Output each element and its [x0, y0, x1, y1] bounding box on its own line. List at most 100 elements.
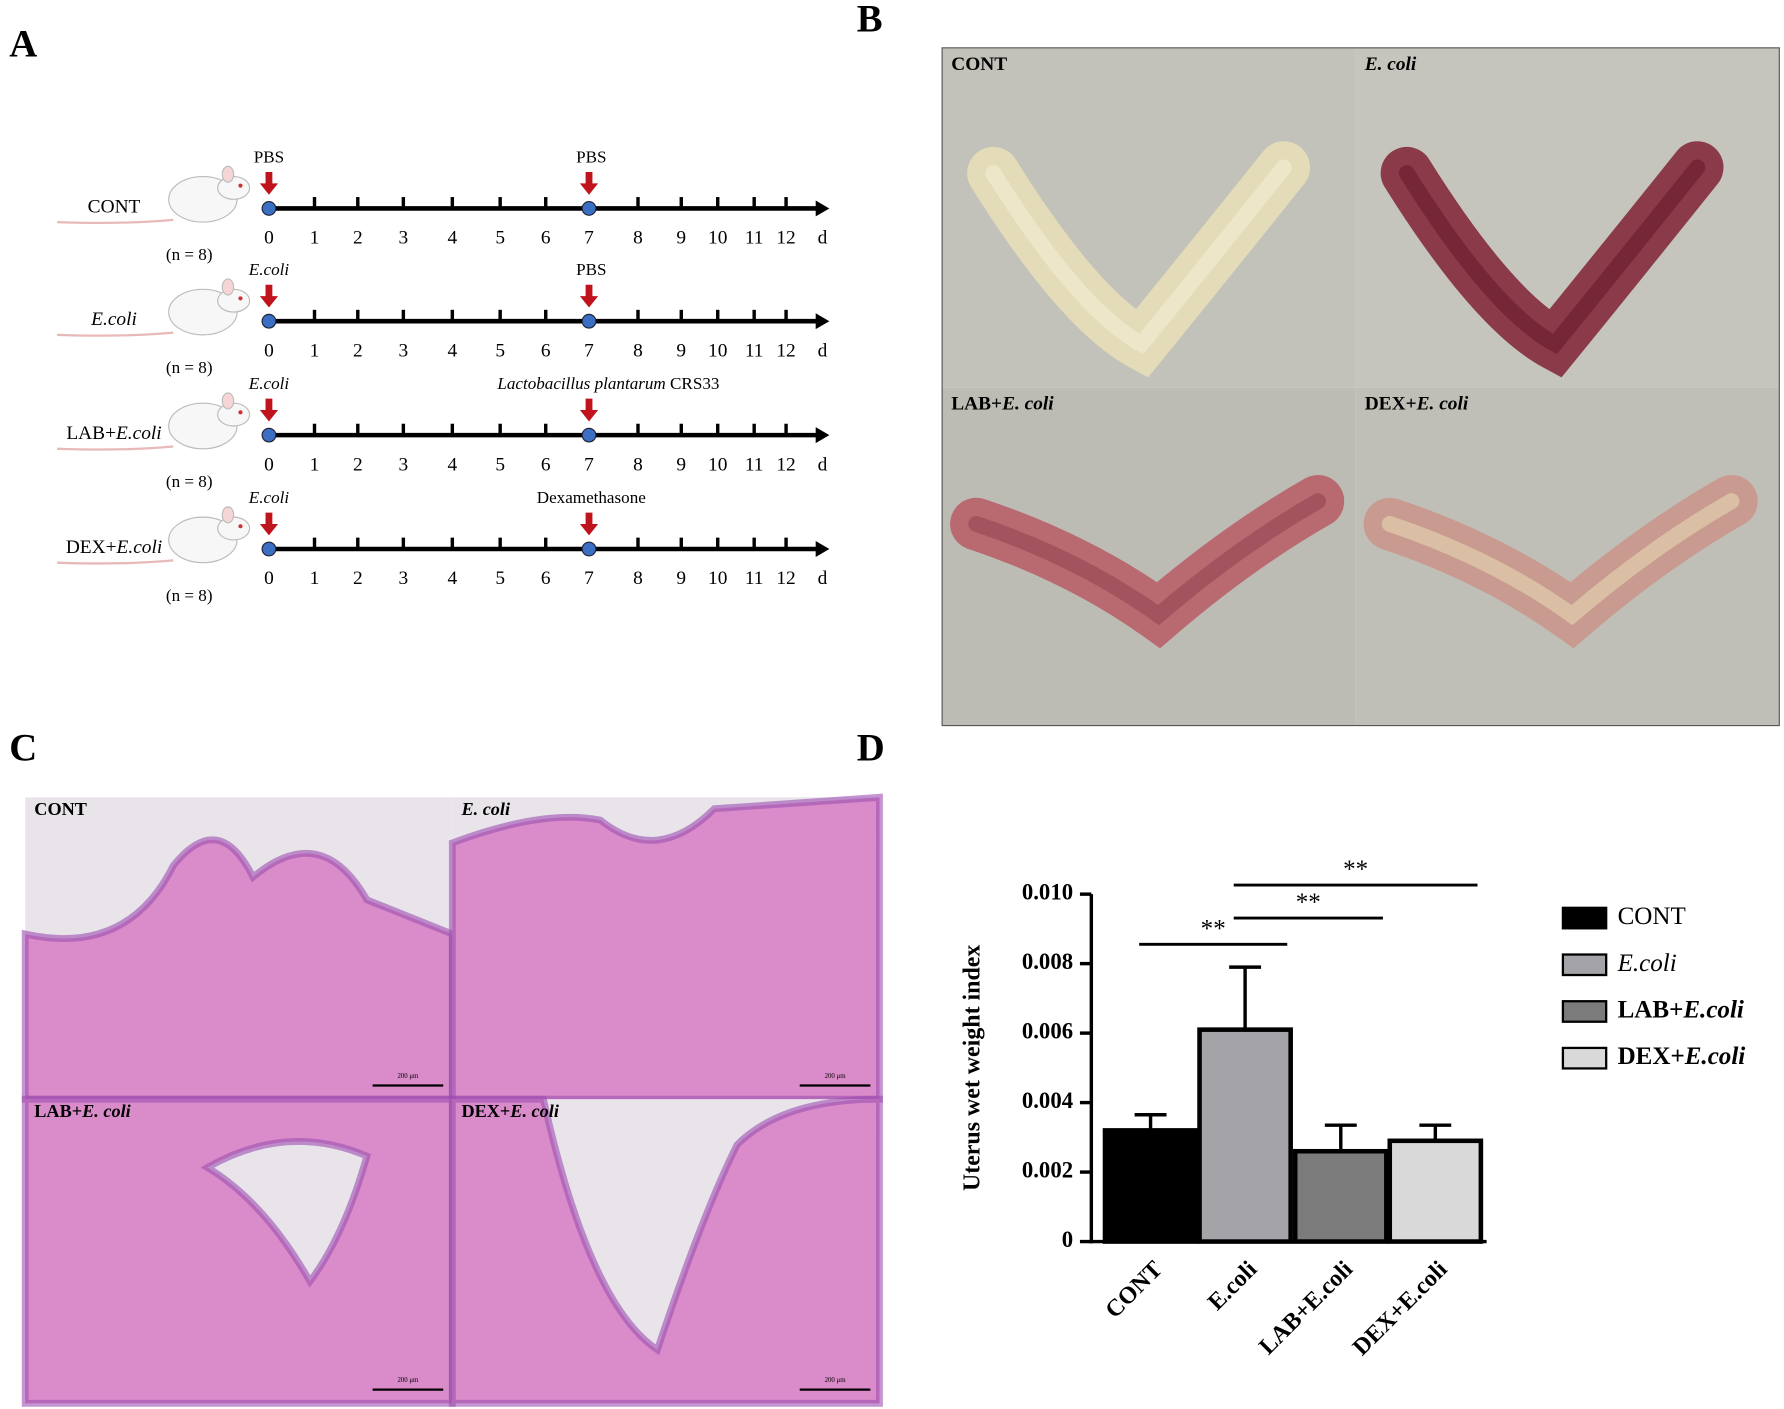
- photo-label: DEX+E. coli: [461, 1101, 558, 1121]
- panel-letter: A: [9, 23, 37, 66]
- day-label: 3: [399, 340, 409, 361]
- day-label: 8: [633, 228, 643, 249]
- timeline-arrow: [815, 200, 830, 217]
- day-unit: d: [818, 454, 828, 475]
- x-tick-label: E.coli: [1203, 1256, 1262, 1315]
- y-tick-label: 0.004: [1022, 1088, 1073, 1113]
- day-label: 0: [264, 340, 274, 361]
- day0-treatment: PBS: [254, 147, 284, 166]
- mouse-tail: [57, 445, 174, 451]
- text: PBS: [576, 260, 606, 279]
- mouse-tail: [57, 331, 174, 337]
- group-label: DEX+E.coli: [66, 537, 162, 558]
- photo-label: CONT: [34, 799, 87, 819]
- uterus-highlight: [1381, 493, 1740, 626]
- day-label: 0: [264, 228, 274, 249]
- day-label: 12: [776, 228, 795, 249]
- significance-label: **: [1201, 915, 1226, 942]
- day-unit: d: [818, 228, 828, 249]
- legend-swatch: [1561, 953, 1608, 977]
- text: DEX+: [461, 1101, 510, 1121]
- day-label: 11: [745, 228, 764, 249]
- mouse-ear: [221, 278, 235, 296]
- italic-text: E.coli: [248, 374, 290, 393]
- day-label: 10: [708, 228, 727, 249]
- text: CONT: [88, 197, 141, 218]
- day7-treatment: PBS: [576, 260, 606, 279]
- day-label: 12: [776, 454, 795, 475]
- day-label: 10: [708, 340, 727, 361]
- group-label: CONT: [88, 197, 141, 218]
- day7-treatment: Lactobacillus plantarum CRS33: [496, 374, 719, 393]
- italic-text: E.coli: [248, 260, 290, 279]
- day-label: 11: [745, 340, 764, 361]
- day-label: 0: [264, 568, 274, 589]
- day0-treatment: E.coli: [248, 488, 290, 507]
- day-label: 9: [676, 228, 686, 249]
- italic-text: E. coli: [1001, 394, 1054, 415]
- y-axis-label: Uterus wet weight index: [959, 945, 985, 1191]
- group-n: (n = 8): [166, 245, 213, 264]
- mouse-tail: [57, 559, 174, 565]
- text: DEX+: [66, 537, 117, 558]
- histology-stain: [448, 1095, 883, 1407]
- photo-frame: [941, 47, 1780, 727]
- group-label: E.coli: [90, 310, 137, 331]
- mouse-ear: [221, 392, 235, 410]
- dose-dot: [581, 541, 597, 557]
- dose-dot: [581, 201, 597, 216]
- day-label: 12: [776, 568, 795, 589]
- day-label: 5: [495, 228, 505, 249]
- day-label: 8: [633, 454, 643, 475]
- bar: [1292, 1148, 1389, 1244]
- day-label: 2: [353, 228, 363, 249]
- day-label: 1: [310, 228, 320, 249]
- mouse-eye: [238, 183, 243, 188]
- uterus-highlight: [968, 493, 1326, 626]
- italic-text: E. coli: [509, 1101, 559, 1121]
- significance-label: **: [1343, 856, 1368, 883]
- text: LAB+: [66, 424, 116, 445]
- day-label: 10: [708, 568, 727, 589]
- text: Dexamethasone: [537, 488, 646, 507]
- red-arrow: [259, 512, 279, 536]
- scale-bar-label: 200 μm: [825, 1073, 847, 1080]
- day-label: 1: [310, 568, 320, 589]
- legend-label: DEX+E.coli: [1618, 1043, 1746, 1070]
- text: DEX+: [1365, 394, 1417, 415]
- day7-treatment: PBS: [576, 147, 606, 166]
- day-label: 2: [353, 568, 363, 589]
- day-label: 11: [745, 454, 764, 475]
- y-tick-label: 0.008: [1022, 949, 1073, 974]
- italic-text: E. coli: [1416, 394, 1469, 415]
- day-label: 12: [776, 340, 795, 361]
- mouse-ear: [221, 165, 235, 183]
- italic-text: E. coli: [460, 799, 510, 819]
- dose-dot: [261, 541, 277, 557]
- day-label: 7: [584, 228, 594, 249]
- x-tick-label: LAB+E.coli: [1254, 1256, 1358, 1360]
- mouse-eye: [238, 410, 243, 415]
- legend-italic: E.coli: [1617, 950, 1677, 977]
- day-label: 3: [399, 454, 409, 475]
- significance-label: **: [1296, 889, 1321, 916]
- day-label: 4: [447, 340, 457, 361]
- dose-dot: [261, 427, 277, 443]
- uterus-highlight: [985, 159, 1292, 355]
- y-tick-label: 0.002: [1022, 1157, 1073, 1182]
- day-label: 4: [447, 228, 457, 249]
- legend-italic: E.coli: [1682, 996, 1744, 1023]
- day-label: 3: [399, 568, 409, 589]
- dose-dot: [261, 201, 277, 216]
- legend-swatch: [1561, 906, 1608, 930]
- dose-dot: [261, 313, 277, 329]
- photo-label: CONT: [951, 55, 1007, 76]
- text: CONT: [34, 799, 87, 819]
- day-label: 1: [310, 454, 320, 475]
- legend-label: CONT: [1618, 903, 1686, 930]
- legend-text: DEX+: [1618, 1043, 1685, 1070]
- panel-letter: B: [857, 0, 883, 41]
- red-arrow: [259, 398, 279, 422]
- dose-dot: [581, 427, 597, 443]
